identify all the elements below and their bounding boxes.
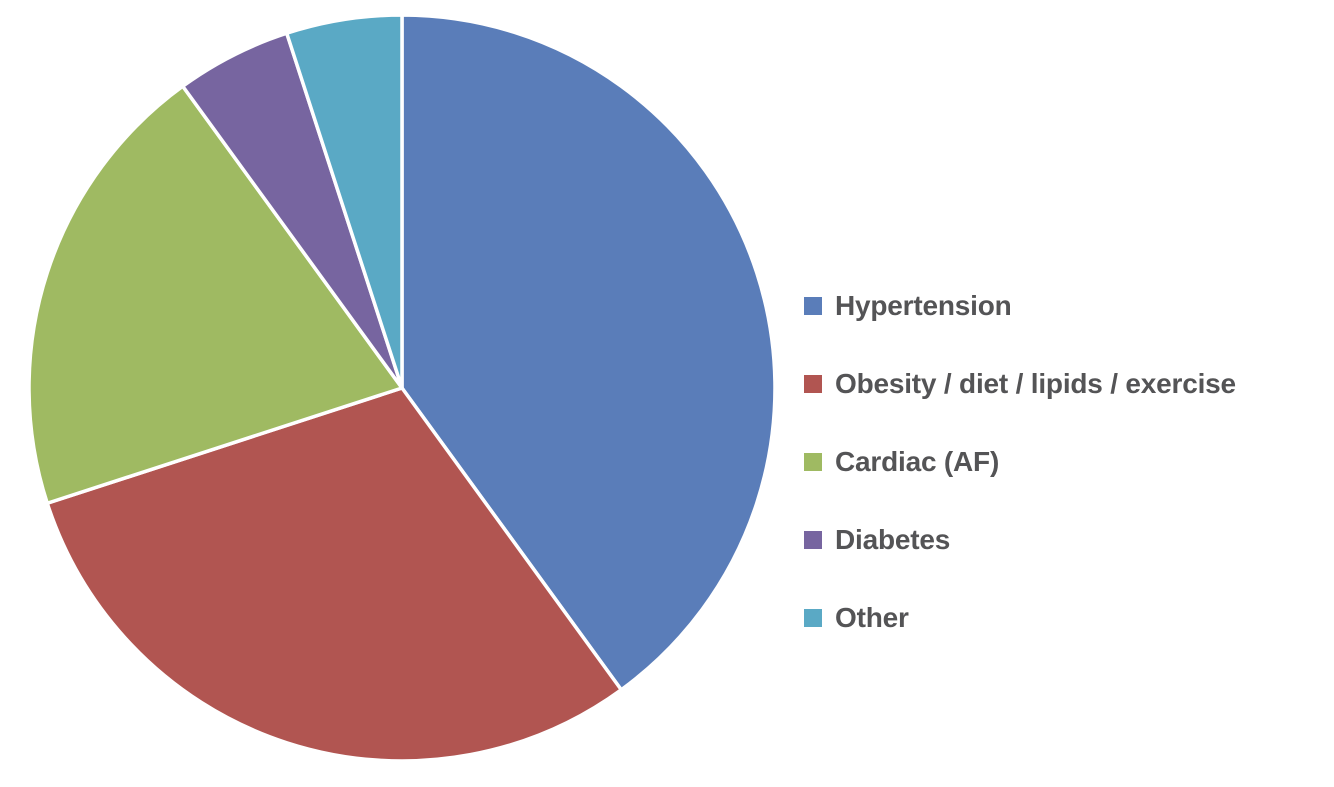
legend-item-obesity-diet-lipids-exercise: Obesity / diet / lipids / exercise — [804, 367, 1236, 400]
legend-swatch-icon — [804, 296, 822, 315]
legend-label: Cardiac (AF) — [835, 446, 1000, 477]
legend-swatch-icon — [804, 530, 822, 549]
legend-label: Diabetes — [835, 524, 951, 555]
legend-label: Obesity / diet / lipids / exercise — [835, 368, 1236, 399]
legend-label: Hypertension — [835, 290, 1012, 321]
legend-label: Other — [835, 602, 909, 633]
pie-slice-hypertension — [400, 13, 777, 692]
chart-legend: Hypertension Obesity / diet / lipids / ex… — [804, 289, 1236, 634]
pie-slices-group — [27, 13, 777, 763]
legend-item-cardiac-af: Cardiac (AF) — [804, 445, 1236, 478]
legend-swatch-icon — [804, 452, 822, 471]
pie-slice-cardiac-af — [27, 84, 404, 506]
legend-swatch-icon — [804, 374, 822, 393]
pie-slice-other — [284, 13, 404, 390]
legend-swatch-icon — [804, 608, 822, 627]
legend-item-other: Other — [804, 601, 1236, 634]
legend-item-diabetes: Diabetes — [804, 523, 1236, 556]
pie-slice-obesity-diet-lipids-exercise — [45, 386, 623, 763]
legend-item-hypertension: Hypertension — [804, 289, 1236, 322]
